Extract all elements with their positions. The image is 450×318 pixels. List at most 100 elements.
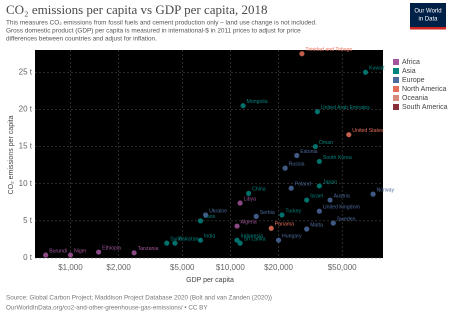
x-tick-label: $1,000 bbox=[58, 263, 83, 272]
point bbox=[362, 69, 369, 75]
legend-swatch bbox=[393, 68, 399, 74]
legend-swatch bbox=[393, 95, 399, 101]
point bbox=[203, 212, 209, 218]
point-label: Poland bbox=[295, 182, 311, 188]
point bbox=[234, 223, 240, 229]
legend-label: Asia bbox=[402, 68, 416, 75]
point-label: Trinidad and Tobago bbox=[305, 47, 352, 53]
point bbox=[234, 237, 240, 243]
x-tick-label: $50,000 bbox=[328, 263, 357, 272]
point-label: Hungary bbox=[282, 234, 302, 240]
subtitle: Gross domestic product (GDP) per capita … bbox=[6, 28, 301, 35]
point-label: Israel bbox=[310, 193, 323, 199]
legend-label: Oceania bbox=[402, 95, 428, 102]
point bbox=[253, 213, 259, 219]
point bbox=[304, 226, 310, 232]
point bbox=[164, 240, 170, 246]
plot-area bbox=[35, 50, 383, 258]
point-label: China bbox=[252, 187, 266, 193]
y-tick-label: 25 t bbox=[19, 67, 33, 76]
x-axis-label: GDP per capita bbox=[186, 277, 234, 284]
point bbox=[240, 103, 246, 109]
chart-title: CO₂ emissions per capita vs GDP per capi… bbox=[6, 2, 267, 17]
point bbox=[131, 250, 137, 256]
source: Source: Global Carbon Project; Maddison … bbox=[6, 295, 272, 302]
point bbox=[370, 191, 376, 197]
subtitle: This measures CO₂ emissions from fossil … bbox=[6, 20, 317, 27]
point bbox=[288, 185, 294, 191]
x-tick-label: $20,000 bbox=[264, 263, 293, 272]
point-label: United States bbox=[352, 128, 384, 134]
legend-label: Africa bbox=[402, 59, 420, 66]
y-tick-label: 15 t bbox=[19, 142, 33, 151]
source-url: OurWorldInData.org/co2-and-other-greenho… bbox=[6, 305, 208, 312]
point-label: Libya bbox=[244, 196, 257, 202]
legend-swatch bbox=[393, 77, 399, 83]
point-label: Ukraine bbox=[209, 208, 227, 214]
point bbox=[327, 197, 333, 203]
point-label: Laos bbox=[204, 214, 216, 220]
point-label: Oman bbox=[319, 140, 333, 146]
point-label: Indonesia bbox=[241, 234, 264, 240]
point bbox=[172, 240, 178, 246]
point-label: Austria bbox=[334, 193, 350, 199]
point-label: India bbox=[204, 234, 215, 240]
point-label: Norway bbox=[377, 187, 395, 193]
legend-swatch bbox=[393, 104, 399, 110]
point bbox=[304, 197, 310, 203]
point-label: Sweden bbox=[337, 216, 356, 222]
point bbox=[294, 152, 300, 159]
point bbox=[67, 252, 74, 258]
point-label: Panama bbox=[275, 222, 294, 228]
point bbox=[316, 158, 322, 165]
y-tick-label: 0 t bbox=[23, 253, 33, 262]
legend-swatch bbox=[393, 59, 399, 65]
point bbox=[96, 249, 102, 255]
logo-text: in Data bbox=[418, 17, 438, 23]
point-label: Turkey bbox=[285, 208, 301, 214]
point-label: Japan bbox=[323, 179, 337, 185]
point bbox=[268, 225, 274, 231]
point bbox=[346, 132, 352, 138]
point bbox=[197, 237, 204, 243]
legend-swatch bbox=[393, 86, 399, 92]
x-tick-label: $2,000 bbox=[106, 263, 131, 272]
legend-label: North America bbox=[402, 86, 446, 93]
legend-label: South America bbox=[402, 104, 448, 111]
point-label: Algeria bbox=[241, 219, 257, 225]
point-label: Kuwait bbox=[369, 66, 385, 72]
x-tick-label: $10,000 bbox=[216, 263, 245, 272]
logo-bar bbox=[410, 27, 446, 30]
y-tick-label: 10 t bbox=[19, 179, 33, 188]
subtitle: differences between countries and adjust… bbox=[6, 36, 157, 43]
point-label: South Korea bbox=[323, 155, 352, 161]
point bbox=[316, 208, 322, 214]
point bbox=[330, 220, 336, 226]
point bbox=[314, 109, 321, 115]
point-label: Mongolia bbox=[247, 99, 268, 105]
logo-box bbox=[410, 3, 446, 29]
point-label: Burundi bbox=[49, 248, 67, 254]
point-label: Russia bbox=[289, 161, 305, 167]
logo-text: Our World bbox=[414, 9, 441, 15]
point bbox=[299, 51, 305, 57]
point-label: Malta bbox=[310, 222, 323, 228]
y-tick-label: 5 t bbox=[23, 216, 33, 225]
point bbox=[197, 218, 204, 224]
point bbox=[279, 212, 285, 218]
point bbox=[275, 237, 282, 243]
point-label: Tanzania bbox=[138, 246, 159, 252]
point-label: United Arab Emirates bbox=[321, 105, 370, 111]
point bbox=[246, 190, 252, 196]
point-label: Sri Lanka bbox=[244, 237, 266, 243]
point-label: Estonia bbox=[300, 149, 317, 155]
point-label: Niger bbox=[74, 248, 87, 254]
x-tick-label: $5,000 bbox=[170, 263, 195, 272]
y-tick-label: 20 t bbox=[19, 105, 33, 114]
point bbox=[316, 183, 322, 189]
point-label: Ethiopia bbox=[102, 245, 121, 251]
point-label: Serbia bbox=[260, 210, 275, 216]
point bbox=[312, 143, 318, 150]
logo: Our World in Data bbox=[410, 3, 446, 30]
